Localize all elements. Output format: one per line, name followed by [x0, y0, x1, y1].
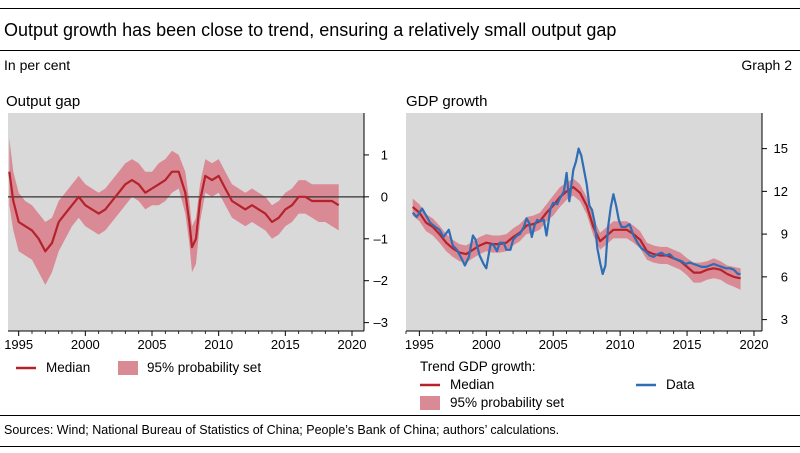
output-gap-median-line — [8, 170, 340, 253]
gdp-growth-band-area — [412, 178, 741, 290]
legend-median-label-left: Median — [46, 360, 91, 375]
gdp-growth-ytick-label: 6 — [781, 269, 788, 284]
output-gap-xtick-label: 2005 — [138, 337, 167, 352]
output-gap-ytick-label: 0 — [381, 189, 388, 204]
legend-band-label-right: 95% probability set — [450, 395, 565, 410]
unit-label: In per cent — [4, 57, 71, 73]
title-rule — [0, 50, 800, 51]
legend-band-swatch-right — [420, 396, 440, 410]
legend-median-label-right: Median — [450, 377, 495, 392]
bottom-rule — [0, 446, 800, 447]
gdp-growth-xtick-label: 2015 — [673, 337, 702, 352]
gdp-growth-ytick-label: 15 — [774, 141, 788, 156]
output-gap-band-area — [9, 138, 339, 285]
output-gap-ytick-label: –1 — [374, 231, 388, 246]
output-gap-ytick-label: –3 — [374, 315, 388, 330]
gdp-growth-plot-area — [406, 113, 762, 331]
gdp-growth-data-line — [411, 147, 741, 276]
output-gap-ytick-label: –2 — [374, 273, 388, 288]
output-gap-ytick-label: 1 — [381, 147, 388, 162]
gdp-growth-ytick-label: 9 — [781, 227, 788, 242]
output-gap-xtick-label: 2015 — [271, 337, 300, 352]
gdp-growth-xtick-label: 2010 — [606, 337, 635, 352]
top-rule — [0, 8, 800, 9]
output-gap-xtick-label: 2000 — [71, 337, 100, 352]
legend-band-label-left: 95% probability set — [147, 360, 262, 375]
sources-note: Sources: Wind; National Bureau of Statis… — [4, 423, 560, 437]
legend-band-swatch-left — [118, 361, 138, 375]
legend-data-label: Data — [666, 377, 695, 392]
output-gap-title: Output gap — [6, 93, 81, 110]
sources-rule — [0, 415, 800, 416]
legend-trend-title: Trend GDP growth: — [420, 359, 536, 374]
gdp-growth-xtick-label: 2005 — [539, 337, 568, 352]
gdp-growth-median-line — [411, 186, 741, 280]
gdp-growth-xtick-label: 2020 — [740, 337, 769, 352]
gdp-growth-title: GDP growth — [406, 93, 488, 110]
output-gap-xtick-label: 1995 — [4, 337, 33, 352]
gdp-growth-ytick-label: 12 — [774, 184, 788, 199]
output-gap-xtick-label: 2010 — [204, 337, 233, 352]
output-gap-xtick-label: 2020 — [338, 337, 367, 352]
figure-title: Output growth has been close to trend, e… — [4, 20, 617, 40]
gdp-growth-xtick-label: 2000 — [472, 337, 501, 352]
graph-number: Graph 2 — [741, 57, 792, 73]
gdp-growth-ytick-label: 3 — [781, 312, 788, 327]
gdp-growth-xtick-label: 1995 — [405, 337, 434, 352]
